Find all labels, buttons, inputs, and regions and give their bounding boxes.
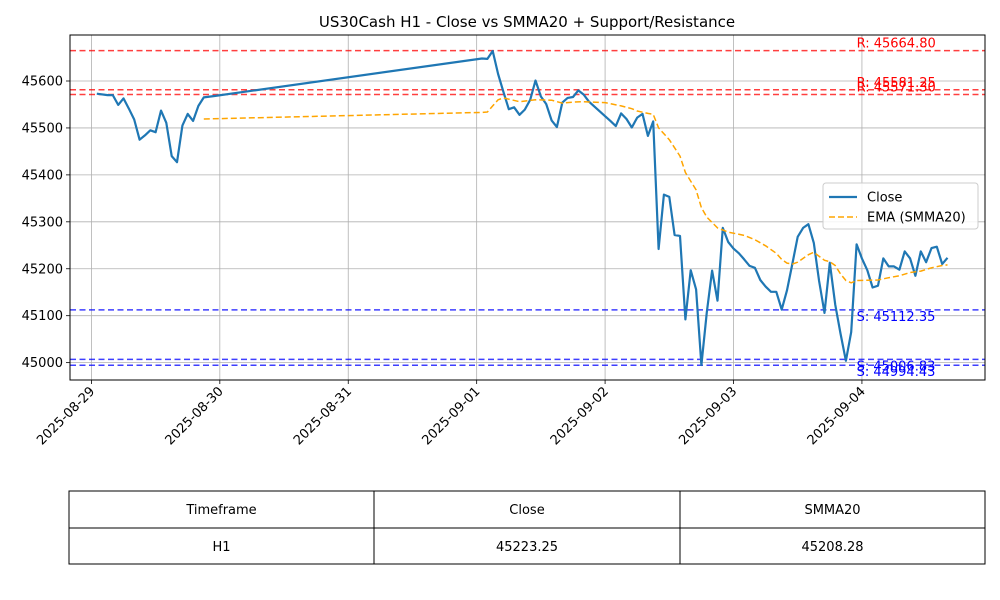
close-line — [96, 49, 949, 367]
resistance-label: R: 45571.30 — [857, 80, 936, 95]
legend: Close EMA (SMMA20) — [822, 182, 979, 230]
table-header-cell: Timeframe — [185, 503, 256, 518]
x-tick-label: 2025-09-04 — [805, 384, 869, 448]
level-labels: R: 45664.80 R: 45581.25R: 45571.30 S: 4511… — [857, 37, 936, 381]
legend-box — [822, 182, 979, 230]
resistance-label: R: 45664.80 — [857, 37, 936, 52]
table-cell: H1 — [212, 540, 230, 555]
support-label: S: 45006.83 — [857, 359, 936, 374]
y-tick-label: 45200 — [22, 262, 63, 277]
x-tick-label: 2025-09-02 — [548, 384, 612, 448]
y-axis: 45000 45100 45200 45300 45400 45500 45600 — [22, 75, 70, 371]
y-tick-label: 45500 — [22, 121, 63, 136]
summary-table: Timeframe Close SMMA20 H1 45223.25 45208.28 — [68, 490, 986, 565]
x-tick-label: 2025-08-31 — [291, 384, 355, 448]
table-header-cell: SMMA20 — [804, 503, 860, 518]
legend-label: Close — [867, 191, 902, 206]
table-cell: 45223.25 — [496, 540, 558, 555]
table-cell: 45208.28 — [801, 540, 863, 555]
series-lines — [96, 49, 949, 367]
y-tick-label: 45600 — [22, 75, 63, 90]
support-resistance-levels — [70, 49, 985, 366]
y-tick-label: 45400 — [22, 168, 63, 183]
table-header-cell: Close — [509, 503, 544, 518]
legend-label: EMA (SMMA20) — [867, 211, 966, 226]
x-tick-label: 2025-08-29 — [34, 384, 98, 448]
y-tick-label: 45100 — [22, 309, 63, 324]
support-label: S: 44994.43 — [857, 365, 936, 380]
support-label: S: 45112.35 — [857, 310, 936, 325]
plot-frame — [69, 34, 986, 381]
x-tick-label: 2025-09-03 — [676, 384, 740, 448]
y-tick-label: 45300 — [22, 215, 63, 230]
x-tick-label: 2025-08-30 — [163, 384, 227, 448]
x-axis: 2025-08-29 2025-08-30 2025-08-31 2025-09-01… — [34, 380, 869, 448]
x-tick-label: 2025-09-01 — [419, 384, 483, 448]
chart-title: US30Cash H1 - Close vs SMMA20 + Support/… — [319, 13, 735, 31]
smma20-line — [203, 97, 948, 284]
resistance-label: R: 45581.25 — [857, 76, 936, 91]
y-tick-label: 45000 — [22, 356, 63, 371]
